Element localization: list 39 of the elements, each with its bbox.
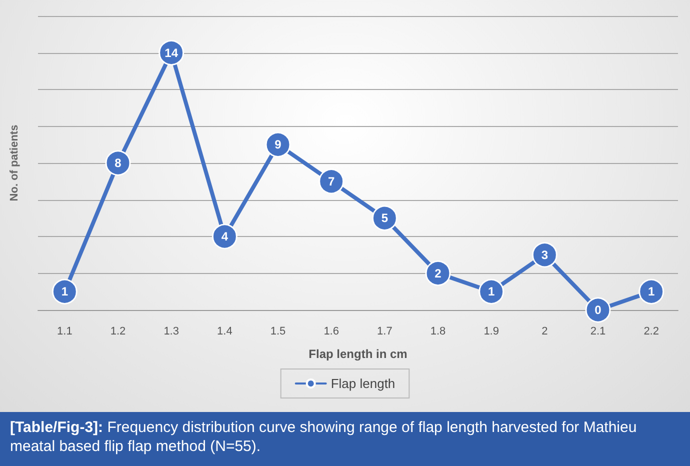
data-label: 4 [221,230,228,244]
data-label: 2 [434,266,442,280]
data-label: 1 [61,284,68,299]
y-axis-title: No. of patients [8,124,20,202]
x-tick-label: 1.1 [57,326,72,338]
data-label: 14 [164,46,178,60]
data-label: 5 [381,211,388,226]
data-label: 9 [274,138,282,152]
data-label: 3 [541,248,548,262]
x-tick-label: 2.1 [590,326,606,338]
x-tick-label: 2 [542,326,548,338]
data-label: 7 [328,174,335,188]
point [585,297,611,323]
x-tick-label: 1.6 [324,326,339,338]
x-tick-label: 1.4 [217,326,232,338]
data-label: 1 [488,284,495,299]
x-tick-label: 1.9 [484,326,499,338]
text: [Table/Fig-3]: Frequency distribution curve showing range of flap length harvested for Mathieu meatal based flip flap method (N=55). [0,412,690,466]
point [265,132,291,158]
point [372,205,398,231]
point [532,242,558,268]
point [318,168,344,194]
x-tick-label: 1.2 [110,326,126,338]
legend-label: Flap length [330,376,396,391]
x-tick-label: 1.7 [377,326,392,338]
x-axis-title: Flap length in cm [308,347,408,361]
point [105,150,131,176]
x-tick-label: 1.8 [430,326,446,338]
data-label: 8 [114,156,122,170]
x-tick-label: 1.3 [164,326,179,338]
point [638,278,664,304]
data-label: 0 [594,303,602,317]
point [478,278,504,304]
data-label: 1 [648,284,655,299]
x-tick-label: 2.2 [644,326,659,338]
point [425,260,451,286]
x-tick-label: 1.5 [270,326,286,338]
point [212,224,238,250]
point [52,278,78,304]
